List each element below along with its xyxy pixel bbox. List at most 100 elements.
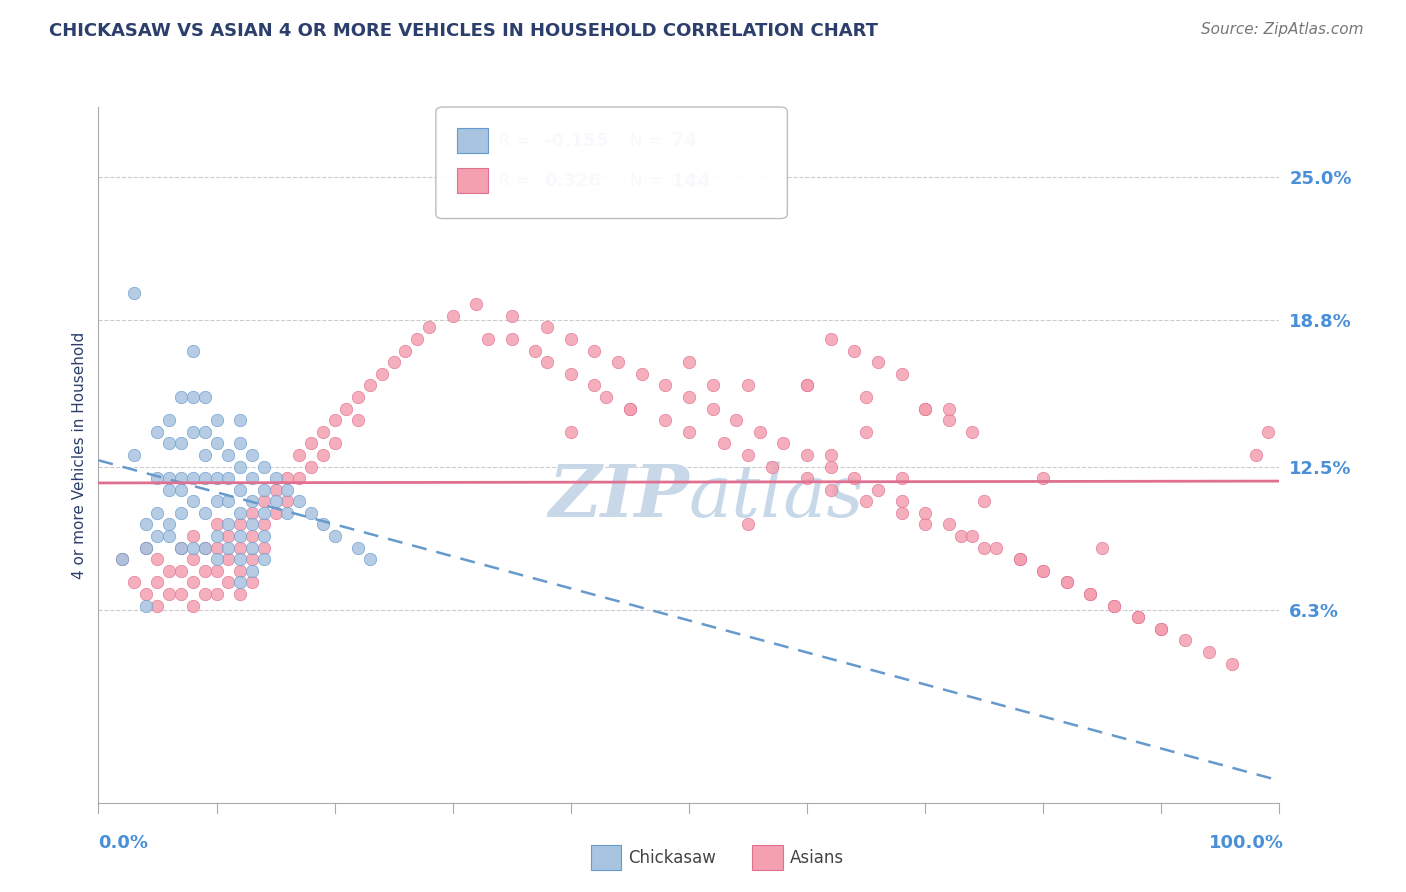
- Point: [205, 413, 228, 427]
- Point: [135, 587, 157, 601]
- Point: [146, 529, 169, 543]
- Text: 100.0%: 100.0%: [1209, 834, 1284, 852]
- Point: [312, 425, 335, 439]
- Point: [619, 401, 641, 416]
- Point: [205, 564, 228, 578]
- Point: [820, 459, 842, 474]
- Point: [394, 343, 416, 358]
- Point: [253, 459, 276, 474]
- Point: [146, 471, 169, 485]
- Point: [654, 413, 676, 427]
- Point: [194, 448, 217, 462]
- Point: [146, 599, 169, 613]
- Point: [418, 320, 440, 334]
- Point: [890, 367, 912, 381]
- Point: [253, 552, 276, 566]
- Point: [170, 471, 193, 485]
- Point: [619, 401, 641, 416]
- Point: [1244, 448, 1267, 462]
- Point: [796, 448, 818, 462]
- Text: Source: ZipAtlas.com: Source: ZipAtlas.com: [1201, 22, 1364, 37]
- Point: [229, 459, 252, 474]
- Point: [1056, 575, 1078, 590]
- Point: [253, 541, 276, 555]
- Point: [820, 332, 842, 346]
- Point: [157, 587, 180, 601]
- Point: [1056, 575, 1078, 590]
- Point: [796, 471, 818, 485]
- Text: atlas: atlas: [689, 461, 865, 532]
- Point: [229, 483, 252, 497]
- Point: [157, 529, 180, 543]
- Point: [866, 483, 889, 497]
- Point: [181, 471, 204, 485]
- Text: R =: R =: [499, 132, 536, 150]
- Point: [253, 506, 276, 520]
- Point: [276, 494, 298, 508]
- Point: [276, 471, 298, 485]
- Point: [205, 471, 228, 485]
- Point: [890, 471, 912, 485]
- Point: [181, 494, 204, 508]
- Point: [962, 425, 984, 439]
- Point: [1198, 645, 1220, 659]
- Point: [288, 471, 311, 485]
- Point: [170, 541, 193, 555]
- Point: [748, 425, 770, 439]
- Point: [1080, 587, 1102, 601]
- Point: [194, 541, 217, 555]
- Point: [217, 448, 239, 462]
- Point: [299, 436, 322, 450]
- Point: [146, 425, 169, 439]
- Point: [772, 436, 794, 450]
- Point: [844, 343, 866, 358]
- Point: [229, 552, 252, 566]
- Point: [229, 541, 252, 555]
- Point: [157, 564, 180, 578]
- Point: [501, 332, 523, 346]
- Point: [890, 506, 912, 520]
- Point: [1220, 657, 1243, 671]
- Point: [914, 401, 936, 416]
- Point: [181, 390, 204, 404]
- Point: [217, 494, 239, 508]
- Point: [122, 285, 145, 300]
- Point: [1091, 541, 1114, 555]
- Text: 0.326: 0.326: [544, 172, 600, 190]
- Point: [973, 541, 995, 555]
- Point: [181, 599, 204, 613]
- Point: [170, 506, 193, 520]
- Point: [1008, 552, 1031, 566]
- Point: [737, 378, 759, 392]
- Y-axis label: 4 or more Vehicles in Household: 4 or more Vehicles in Household: [72, 331, 87, 579]
- Point: [1126, 610, 1149, 624]
- Point: [465, 297, 488, 311]
- Point: [312, 517, 335, 532]
- Point: [253, 483, 276, 497]
- Point: [583, 343, 606, 358]
- Point: [264, 483, 287, 497]
- Point: [181, 541, 204, 555]
- Point: [240, 564, 263, 578]
- Point: [1102, 599, 1125, 613]
- Point: [217, 529, 239, 543]
- Point: [1008, 552, 1031, 566]
- Text: N =: N =: [630, 132, 666, 150]
- Point: [737, 517, 759, 532]
- Text: 144: 144: [671, 171, 711, 191]
- Point: [240, 471, 263, 485]
- Point: [181, 529, 204, 543]
- Point: [229, 529, 252, 543]
- Point: [135, 517, 157, 532]
- Point: [205, 436, 228, 450]
- Point: [122, 448, 145, 462]
- Point: [855, 390, 877, 404]
- Point: [1102, 599, 1125, 613]
- Point: [229, 413, 252, 427]
- Point: [276, 506, 298, 520]
- Point: [170, 587, 193, 601]
- Point: [157, 483, 180, 497]
- Point: [844, 471, 866, 485]
- Point: [229, 564, 252, 578]
- Point: [949, 529, 972, 543]
